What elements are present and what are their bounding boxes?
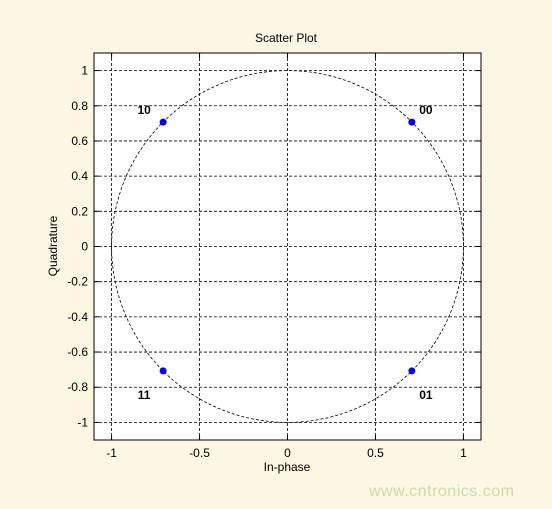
chart-title: Scatter Plot <box>255 31 318 45</box>
axis-ticks: -1 -0.5 0 0.5 110.80.60.40.20-0.2-0.4-0.6-0.… <box>67 53 481 460</box>
y-tick-label: -1 <box>77 415 88 429</box>
point-label: 01 <box>419 388 433 402</box>
y-tick-label: -0.8 <box>67 380 88 394</box>
data-point <box>159 367 167 375</box>
x-axis-label: In-phase <box>264 460 311 474</box>
y-tick-label: 0.8 <box>71 99 88 113</box>
data-point <box>408 367 416 375</box>
y-tick-label: -0.4 <box>67 310 88 324</box>
grid-lines <box>94 53 481 440</box>
x-tick-label: -1 <box>106 446 117 460</box>
watermark-text: www.cntronics.com <box>369 483 515 500</box>
data-point <box>159 118 167 126</box>
y-tick-label: 0.4 <box>71 169 88 183</box>
y-tick-label: 1 <box>81 64 88 78</box>
x-tick-label: -0.5 <box>189 446 210 460</box>
y-tick-label: 0.2 <box>71 204 88 218</box>
reference-circle <box>111 70 464 423</box>
x-tick-label: 1 <box>460 446 467 460</box>
data-points: 00 10 11 01 <box>137 103 432 402</box>
y-tick-label: -0.2 <box>67 275 88 289</box>
x-tick-label: 0 <box>284 446 291 460</box>
point-label: 00 <box>419 103 433 117</box>
x-tick-label: 0.5 <box>367 446 384 460</box>
point-label: 11 <box>138 388 151 402</box>
data-point <box>408 118 416 126</box>
y-axis-label: Quadrature <box>46 215 60 276</box>
y-tick-label: 0.6 <box>71 134 88 148</box>
y-tick-label: -0.6 <box>67 345 88 359</box>
point-label: 10 <box>137 103 151 117</box>
y-tick-label: 0 <box>81 240 88 254</box>
